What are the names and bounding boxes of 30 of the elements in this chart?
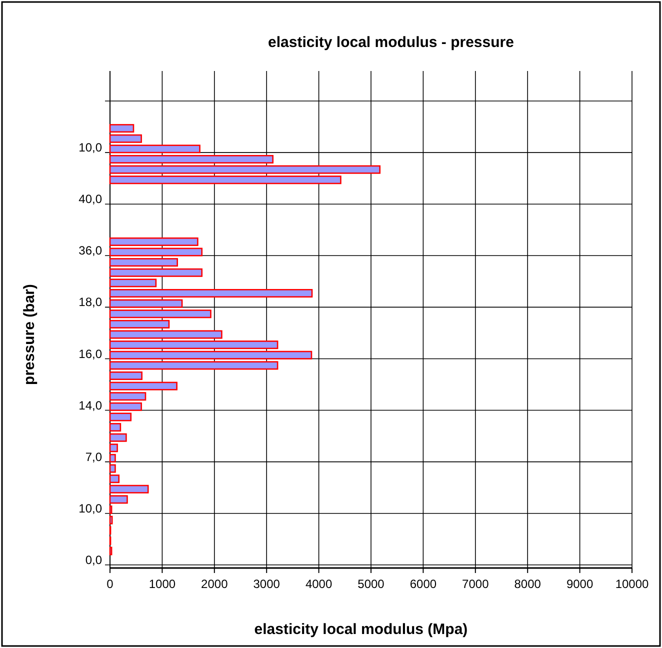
x-tick-label: 3000 [253, 577, 280, 591]
bar [109, 154, 274, 164]
y-tick-label: 18,0 [78, 295, 102, 310]
y-tick-label: 0,0 [85, 552, 102, 567]
x-tick-label: 9000 [566, 577, 594, 591]
y-tick-label: 16,0 [78, 346, 102, 361]
bar [109, 371, 142, 380]
y-axis-title: pressure (bar) [21, 284, 38, 385]
x-axis-title: elasticity local modulus (Mpa) [254, 621, 468, 638]
x-tick-label: 0 [106, 577, 114, 591]
chart-title: elasticity local modulus - pressure [268, 34, 514, 51]
y-tick-label: 40,0 [78, 192, 102, 206]
x-tick-label: 6000 [410, 577, 437, 591]
y-tick-label: 10,0 [78, 501, 102, 516]
bar [109, 289, 313, 298]
bar [109, 237, 198, 246]
x-tick-label: 10000 [615, 577, 650, 591]
y-tick-label: 10,0 [78, 140, 102, 155]
bar [109, 454, 116, 462]
x-tick-label: 4000 [305, 577, 332, 591]
x-tick-label: 5000 [358, 577, 385, 591]
x-tick-label: 2000 [201, 577, 228, 591]
y-tick-label: 14,0 [78, 398, 102, 412]
x-tick-label: 7000 [462, 577, 490, 591]
bar [109, 423, 122, 432]
y-tick-label: 7,0 [85, 450, 102, 464]
y-tick-label: 36,0 [78, 244, 102, 258]
bar [109, 124, 134, 133]
x-tick-label: 1000 [148, 577, 176, 591]
x-tick-label: 8000 [514, 577, 542, 591]
